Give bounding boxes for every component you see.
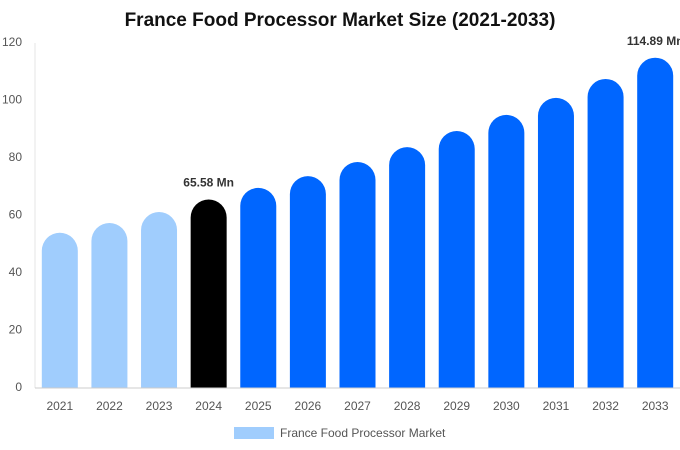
y-tick-label: 20	[9, 323, 23, 337]
legend-swatch	[234, 427, 274, 439]
y-tick-label: 0	[15, 380, 22, 394]
y-tick-label: 120	[2, 35, 22, 49]
bar	[41, 232, 78, 388]
x-tick-label: 2032	[592, 399, 619, 413]
bar	[91, 222, 128, 388]
bar	[240, 187, 277, 388]
chart-title: France Food Processor Market Size (2021-…	[125, 10, 556, 31]
x-tick-label: 2026	[295, 399, 322, 413]
x-tick-label: 2023	[146, 399, 173, 413]
x-tick-label: 2029	[443, 399, 470, 413]
bar	[587, 78, 624, 388]
bar	[389, 147, 426, 388]
bar	[190, 199, 227, 388]
bar	[637, 57, 674, 388]
x-tick-label: 2027	[344, 399, 371, 413]
y-tick-label: 40	[9, 265, 23, 279]
y-tick-label: 80	[9, 150, 23, 164]
x-tick-label: 2033	[642, 399, 669, 413]
x-tick-label: 2022	[96, 399, 123, 413]
x-tick-label: 2031	[543, 399, 570, 413]
x-tick-label: 2024	[195, 399, 222, 413]
bar	[339, 162, 376, 388]
y-tick-label: 100	[2, 93, 22, 107]
x-tick-label: 2030	[493, 399, 520, 413]
bar	[141, 212, 178, 388]
value-label: 114.89 Mn	[627, 34, 680, 48]
x-tick-label: 2025	[245, 399, 272, 413]
y-tick-label: 60	[9, 208, 23, 222]
legend-label: France Food Processor Market	[280, 426, 446, 440]
bar	[488, 114, 525, 389]
value-label: 65.58 Mn	[183, 176, 234, 190]
x-tick-label: 2028	[394, 399, 421, 413]
bar	[537, 97, 574, 388]
bar	[289, 176, 326, 388]
x-tick-label: 2021	[46, 399, 73, 413]
bar	[438, 130, 475, 388]
